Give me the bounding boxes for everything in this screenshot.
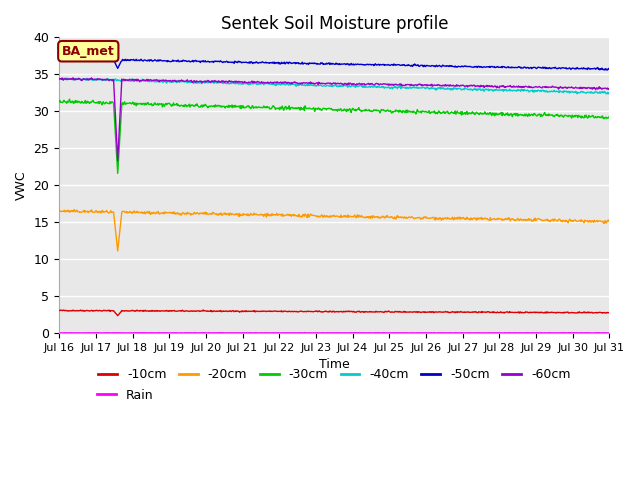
Y-axis label: VWC: VWC bbox=[15, 170, 28, 200]
X-axis label: Time: Time bbox=[319, 359, 349, 372]
Text: BA_met: BA_met bbox=[62, 45, 115, 58]
Legend: Rain: Rain bbox=[92, 384, 158, 407]
Title: Sentek Soil Moisture profile: Sentek Soil Moisture profile bbox=[221, 15, 448, 33]
